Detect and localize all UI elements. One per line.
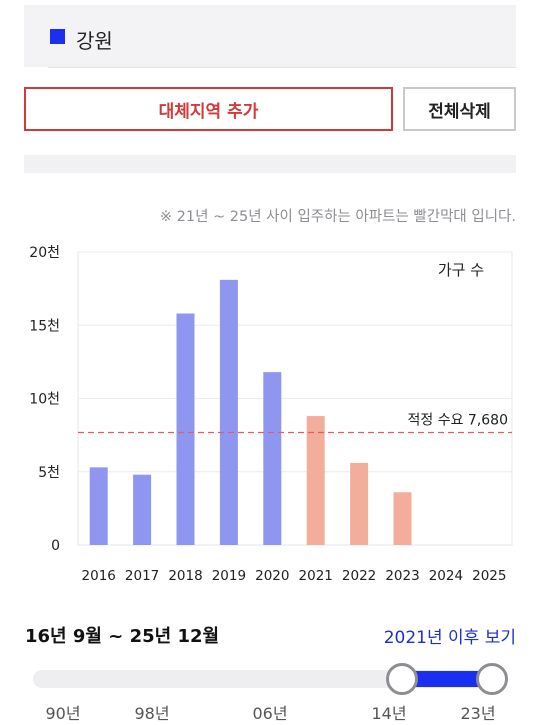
view-after-2021-link[interactable]: 2021년 이후 보기	[383, 628, 516, 648]
slider-tick-label: 06년	[252, 704, 288, 723]
slider-tick-label: 14년	[371, 704, 407, 723]
bar-chart: 0 5천 10천 15천 20천 2016 2017 2018 2019 2020 2021 2022…	[29, 245, 513, 584]
bar-2022	[350, 462, 369, 545]
delete-all-button[interactable]: 전체삭제	[403, 87, 516, 131]
x-tick-label: 2021	[299, 568, 333, 584]
x-tick-label: 2020	[255, 568, 289, 584]
slider-tick-label: 98년	[134, 704, 170, 723]
reference-line-label: 적정 수요 7,680	[408, 412, 509, 428]
x-tick-label: 2016	[82, 568, 116, 584]
x-tick-label: 2024	[429, 568, 463, 584]
x-tick-label: 2019	[212, 568, 246, 584]
period-range: 16년 9월 ~ 25년 12월	[25, 626, 220, 647]
divider	[48, 67, 516, 68]
y-tick-label: 5천	[38, 465, 60, 481]
slider-handle-end[interactable]	[476, 663, 508, 695]
add-alternative-region-button[interactable]: 대체지역 추가	[24, 87, 393, 131]
bar-2016	[89, 467, 108, 545]
bar-2023	[393, 492, 412, 545]
region-name: 강원	[76, 29, 113, 53]
bar-2021	[306, 416, 325, 545]
x-tick-label: 2018	[168, 568, 202, 584]
x-tick-label: 2022	[342, 568, 376, 584]
region-card: 강원	[24, 5, 516, 67]
section-separator	[24, 155, 516, 173]
x-tick-label: 2023	[385, 568, 419, 584]
unit-label: 가구 수	[438, 261, 484, 279]
region-color-swatch	[50, 29, 65, 44]
chart-note: ※ 21년 ~ 25년 사이 입주하는 아파트는 빨간막대 입니다.	[159, 209, 516, 225]
y-tick-label: 20천	[29, 245, 60, 261]
bar-2020	[263, 372, 282, 545]
y-tick-label: 0	[51, 538, 60, 554]
y-tick-label: 15천	[29, 318, 60, 334]
y-tick-label: 10천	[29, 392, 60, 408]
year-range-slider-selection	[402, 671, 492, 687]
x-tick-label: 2017	[125, 568, 159, 584]
bar-2017	[133, 474, 152, 545]
bar-2018	[176, 313, 195, 545]
x-tick-label: 2025	[472, 568, 506, 584]
bar-2019	[219, 279, 238, 545]
slider-tick-label: 23년	[460, 704, 496, 723]
slider-handle-start[interactable]	[386, 663, 418, 695]
slider-tick-label: 90년	[45, 704, 81, 723]
